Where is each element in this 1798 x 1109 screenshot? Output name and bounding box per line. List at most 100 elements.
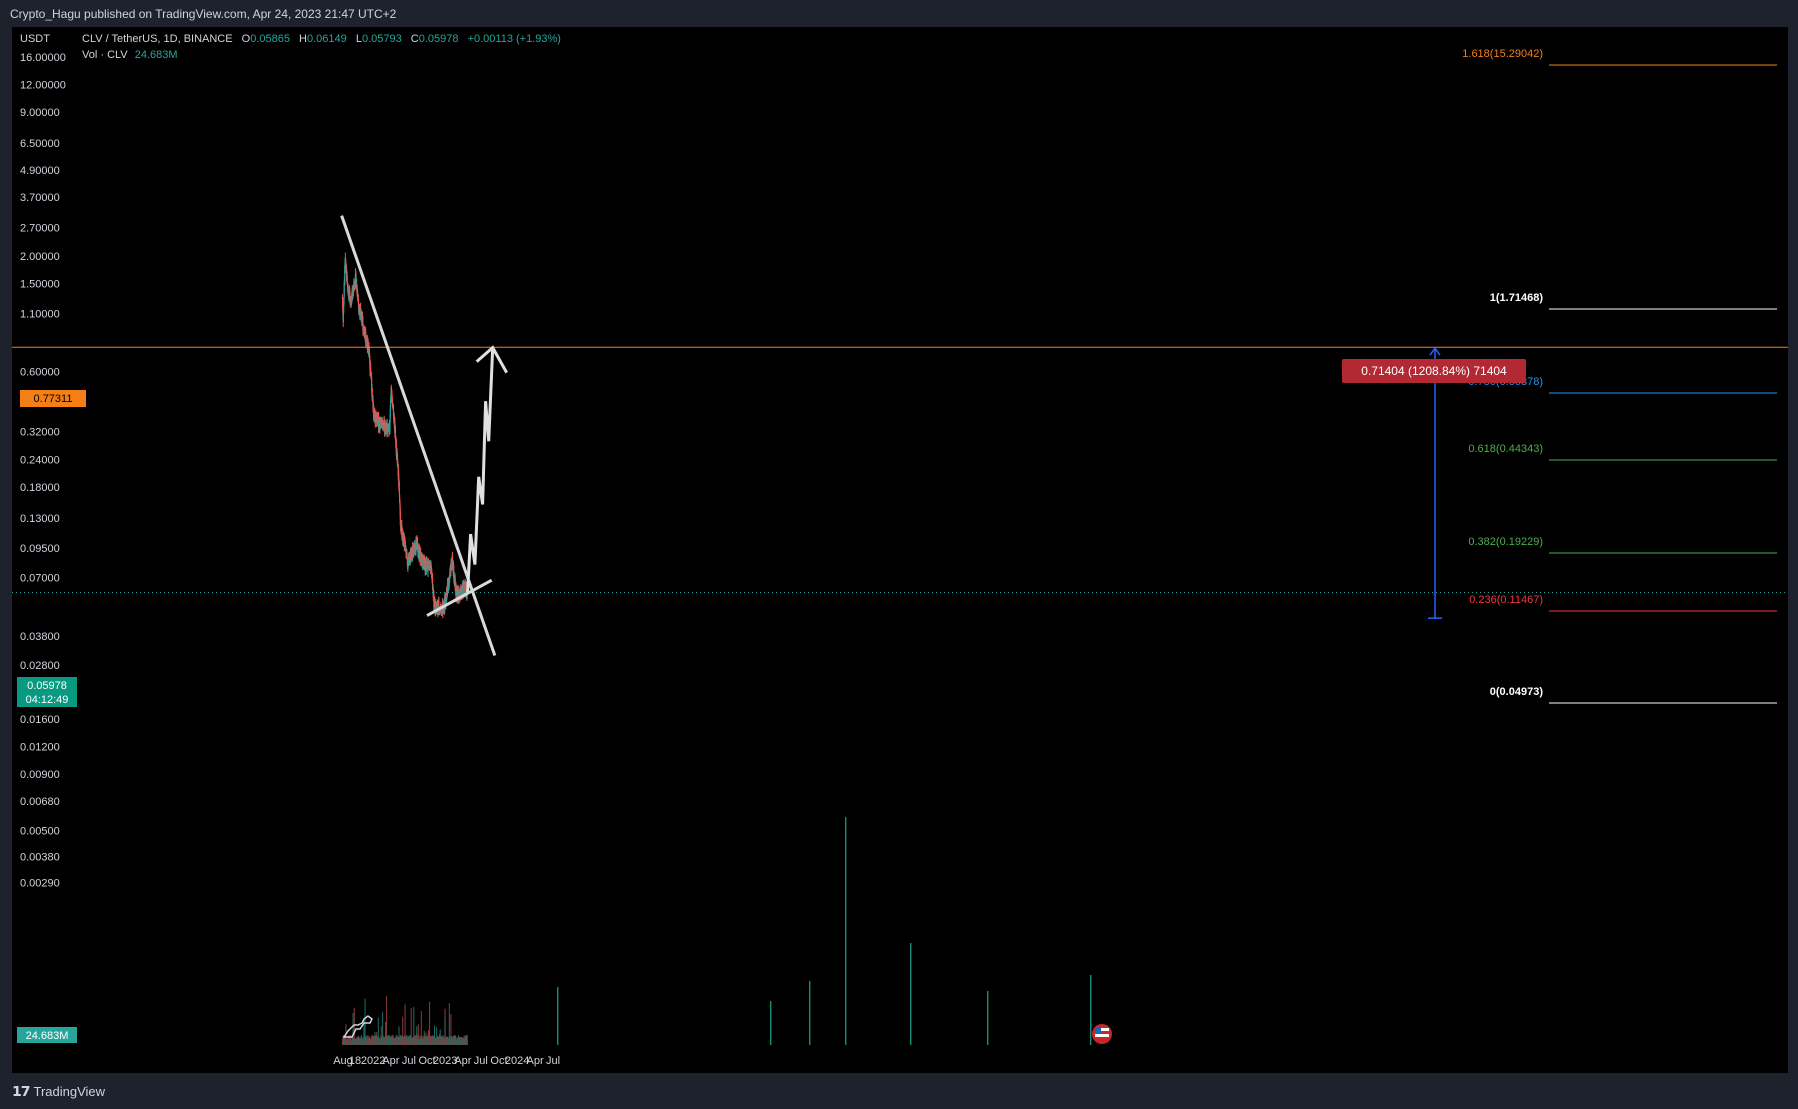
- y-tick-label: 0.24000: [20, 454, 60, 466]
- volume-bar: [425, 1037, 427, 1045]
- candle-body: [379, 419, 381, 423]
- candle-body: [343, 296, 345, 304]
- candle-body: [395, 438, 397, 451]
- chart-pane[interactable]: 1.618(15.29042)1(1.71468)0.786(0.80378)0…: [12, 27, 1788, 1073]
- x-tick-label: Apr: [382, 1055, 399, 1067]
- volume-bar: [382, 1012, 384, 1045]
- countdown-text: 04:12:49: [26, 694, 69, 706]
- y-tick-label: 0.01200: [20, 741, 60, 753]
- y-tick-label: 0.00380: [20, 852, 60, 864]
- x-tick-label: Oct: [418, 1055, 435, 1067]
- price-axis[interactable]: 16.00000 12.00000 9.00000 6.50000 4.90000 3.7…: [20, 52, 66, 890]
- projection-path[interactable]: [466, 347, 495, 593]
- volume-bar: [420, 1011, 422, 1045]
- y-tick-label: 0.00290: [20, 878, 60, 890]
- candle-body: [344, 262, 346, 268]
- measure-badge[interactable]: 0.71404 (1208.84%) 71404: [1342, 359, 1526, 383]
- hline-price-badge[interactable]: 0.77311: [20, 390, 86, 407]
- candle-body: [399, 501, 401, 508]
- volume-bar: [373, 1036, 375, 1045]
- fib-level-label: 0(0.04973): [1490, 686, 1544, 698]
- candle-body: [397, 458, 399, 464]
- candle-body: [425, 560, 427, 564]
- measure-label: 0.71404 (1208.84%) 71404: [1361, 364, 1507, 378]
- hline-price-text: 0.77311: [34, 393, 73, 405]
- chart-svg[interactable]: 1.618(15.29042)1(1.71468)0.786(0.80378)0…: [12, 27, 1788, 1073]
- drawings[interactable]: [12, 215, 1788, 656]
- ascending-trendline[interactable]: [426, 578, 493, 617]
- volume-bar: [434, 1025, 436, 1045]
- y-tick-label: 0.13000: [20, 513, 60, 525]
- publisher-text: Crypto_Hagu published on TradingView.com…: [10, 7, 397, 21]
- candle-body: [398, 495, 401, 502]
- volume-bar: [439, 1029, 441, 1045]
- currency-label: USDT: [20, 33, 50, 45]
- candle-body: [413, 552, 415, 555]
- candle-body: [370, 377, 373, 388]
- svg-text:Vol · CLV 24.683M: Vol · CLV 24.683M: [82, 49, 178, 61]
- volume-badge-text: 24.683M: [26, 1030, 69, 1042]
- dinosaur-icon[interactable]: [342, 1015, 373, 1038]
- x-tick-label: Jul: [474, 1055, 488, 1067]
- y-tick-label: 0.60000: [20, 366, 60, 378]
- volume-bar: [366, 1035, 368, 1045]
- volume-badge[interactable]: 24.683M: [17, 1027, 77, 1043]
- volume-bar: [386, 1036, 388, 1045]
- candle-body: [342, 302, 344, 311]
- candle-body: [354, 285, 356, 288]
- y-tick-label: 1.50000: [20, 279, 60, 291]
- y-tick-label: 2.00000: [20, 251, 60, 263]
- fib-extension[interactable]: 1.618(15.29042)1(1.71468)0.786(0.80378)0…: [1462, 48, 1777, 704]
- legend-o-value: 0.05865: [250, 33, 290, 45]
- volume-bar: [376, 1032, 378, 1045]
- volume-bar: [377, 1017, 379, 1045]
- x-tick-label: Jul: [402, 1055, 416, 1067]
- legend-h-value: 0.06149: [307, 33, 347, 45]
- candle-body: [453, 564, 455, 576]
- volume-bar: [350, 1035, 352, 1045]
- legend-h-label: H: [299, 33, 307, 45]
- volume-bar: [429, 1037, 431, 1045]
- volume-bar: [427, 1030, 429, 1045]
- volume-bar: [402, 1016, 404, 1045]
- fib-level-label: 1(1.71468): [1490, 292, 1544, 304]
- tradingview-brand[interactable]: 𝟭𝟳 TradingView: [12, 1083, 105, 1100]
- volume-bar: [363, 1020, 365, 1045]
- volume-bar: [429, 1001, 431, 1045]
- candle-body: [399, 512, 401, 526]
- candle-body: [398, 481, 400, 489]
- y-tick-label: 0.01600: [20, 714, 60, 726]
- svg-text:CLV / TetherUS, 1D, BINANCE: CLV / TetherUS, 1D, BINANCE O0.05865 H0.…: [82, 33, 561, 45]
- y-tick-label: 0.00500: [20, 825, 60, 837]
- candle-body: [389, 408, 391, 415]
- volume-spike: [1090, 975, 1092, 1045]
- volume-spike: [910, 943, 912, 1045]
- y-tick-label: 3.70000: [20, 192, 60, 204]
- y-tick-label: 16.00000: [20, 52, 66, 64]
- candle-body: [384, 423, 386, 430]
- candle-body: [370, 372, 372, 378]
- legend-l-value: 0.05793: [362, 33, 402, 45]
- candle-body: [342, 304, 345, 313]
- legend-vol-label: Vol · CLV: [82, 49, 128, 61]
- volume-bar: [450, 1014, 452, 1045]
- legend-change: +0.00113 (+1.93%): [468, 33, 561, 45]
- candles: [341, 252, 469, 619]
- last-price-text: 0.05978: [27, 680, 67, 692]
- x-tick-label: Apr: [527, 1055, 544, 1067]
- last-price-badge[interactable]: 0.05978 04:12:49: [17, 677, 77, 707]
- y-tick-label: 0.00680: [20, 796, 60, 808]
- candle-body: [350, 304, 352, 306]
- publisher-bar: Crypto_Hagu published on TradingView.com…: [0, 0, 1798, 27]
- volume-bar: [458, 1036, 460, 1045]
- volume-bar: [359, 1037, 361, 1045]
- legend-symbol: CLV / TetherUS, 1D, BINANCE: [82, 33, 233, 45]
- brand-text: TradingView: [33, 1084, 106, 1099]
- x-tick-label: Aug: [333, 1055, 353, 1067]
- us-flag-icon[interactable]: [1092, 1024, 1112, 1044]
- candle-body: [389, 414, 391, 422]
- volume-bar: [417, 1024, 419, 1045]
- y-tick-label: 12.00000: [20, 79, 66, 91]
- candle-body: [342, 312, 344, 322]
